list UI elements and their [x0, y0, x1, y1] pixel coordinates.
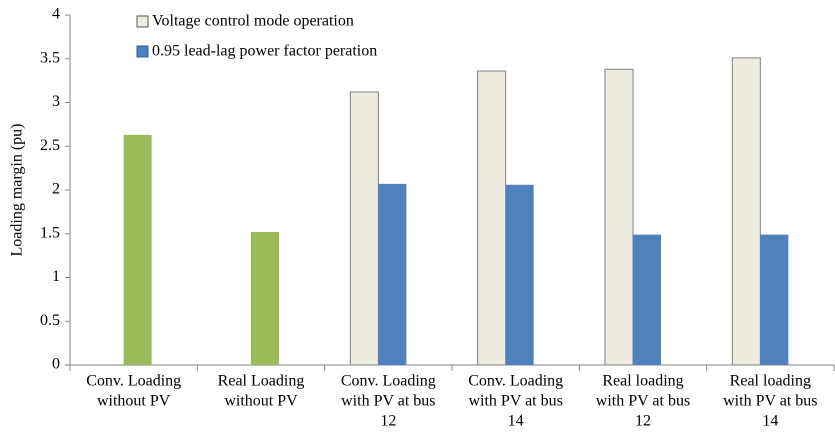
bar [604, 68, 634, 366]
bar [477, 70, 507, 366]
x-tick-label: 12 [380, 413, 396, 430]
bar [760, 234, 789, 365]
legend-swatch [136, 15, 149, 28]
y-tick-label: 2 [52, 181, 60, 198]
legend-label: 0.95 lead-lag power factor peration [152, 43, 377, 60]
y-tick-label: 0 [52, 356, 60, 373]
x-tick-label: Real loading [602, 373, 683, 390]
y-tick-label: 3 [52, 93, 60, 110]
x-tick-label: Conv. Loading [86, 373, 181, 390]
x-tick-label: 14 [762, 413, 778, 430]
y-tick-label: 1.5 [40, 224, 60, 241]
x-tick-label: Real loading [730, 373, 811, 390]
bar [378, 183, 407, 365]
x-tick-label: Real Loading [218, 373, 305, 390]
bar [505, 184, 534, 365]
x-tick-label: 14 [508, 413, 524, 430]
legend-label: Voltage control mode operation [152, 13, 354, 30]
bar [349, 91, 379, 366]
y-tick-label: 0.5 [40, 312, 60, 329]
y-tick-label: 1 [52, 268, 60, 285]
y-axis-label: Loading margin (pu) [9, 123, 26, 256]
x-tick-label: 12 [635, 413, 651, 430]
y-tick-label: 2.5 [40, 137, 60, 154]
bar [123, 134, 152, 365]
x-tick-label: with PV at bus [468, 393, 562, 410]
x-tick-label: Conv. Loading [468, 373, 563, 390]
x-tick-label: Conv. Loading [341, 373, 436, 390]
y-tick-label: 4 [52, 6, 60, 23]
legend-swatch [136, 45, 149, 58]
x-tick-label: with PV at bus [341, 393, 435, 410]
x-tick-label: with PV at bus [596, 393, 690, 410]
bar [251, 232, 279, 365]
x-tick-label: without PV [97, 393, 171, 410]
y-tick-label: 3.5 [40, 49, 60, 66]
bar [731, 57, 761, 366]
x-tick-label: without PV [224, 393, 298, 410]
bar [633, 234, 661, 365]
x-tick-label: with PV at bus [723, 393, 817, 410]
